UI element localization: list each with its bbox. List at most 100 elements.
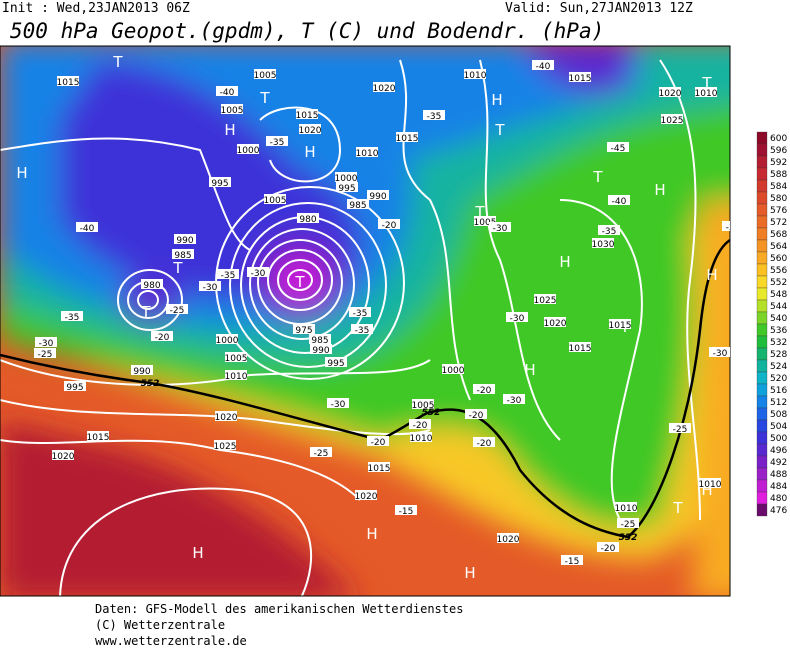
low-marker: T <box>140 303 151 321</box>
isobar-label-box <box>699 478 721 488</box>
temperature-label: -35 <box>726 223 741 233</box>
isobar-label: 995 <box>338 184 355 194</box>
temperature-label-box <box>34 348 56 358</box>
colorbar-swatch <box>756 503 768 517</box>
temperature-label-box <box>216 86 238 96</box>
colorbar-swatch <box>756 287 768 301</box>
isobar-label: 985 <box>174 251 191 261</box>
colorbar-label: 584 <box>770 182 787 192</box>
colorbar-label: 504 <box>770 422 787 432</box>
colorbar-swatch <box>756 251 768 265</box>
contour-label: 552 <box>619 533 638 543</box>
temperature-label: -15 <box>399 507 414 517</box>
colorbar-label: 488 <box>770 470 787 480</box>
high-marker: H <box>654 181 665 199</box>
temperature-label: -35 <box>353 309 368 319</box>
temperature-label-box <box>465 409 487 419</box>
low-marker: T <box>701 74 712 92</box>
isobar-label: 1010 <box>615 504 638 514</box>
low-marker: T <box>172 259 183 277</box>
isobar-label: 1025 <box>534 296 557 306</box>
colorbar-swatch <box>756 467 768 481</box>
temperature-label: -30 <box>203 283 218 293</box>
temperature-label-box <box>217 269 239 279</box>
colorbar-swatch <box>756 263 768 277</box>
colorbar-label: 520 <box>770 374 787 384</box>
temperature-label: -20 <box>477 439 492 449</box>
colorbar-swatch <box>756 299 768 313</box>
isobar-label: 980 <box>143 281 160 291</box>
isobar-label-box <box>659 87 681 97</box>
isobar-label: 1010 <box>695 89 718 99</box>
colorbar-label: 560 <box>770 254 787 264</box>
temperature-label: -40 <box>536 62 551 72</box>
colorbar-swatch <box>756 143 768 157</box>
colorbar-label: 476 <box>770 506 787 516</box>
isobar-label: 1000 <box>237 146 260 156</box>
isobar-label-box <box>325 357 347 367</box>
colorbar-label: 552 <box>770 278 787 288</box>
temperature-label: -35 <box>602 227 617 237</box>
colorbar-label: 568 <box>770 230 787 240</box>
isobar-label: 1000 <box>216 336 239 346</box>
temperature-label: -30 <box>331 400 346 410</box>
isobar-label-box <box>174 234 196 244</box>
isobar-label-box <box>297 213 319 223</box>
map-area <box>0 46 730 596</box>
isobar-label-box <box>695 87 717 97</box>
colorbar-label: 524 <box>770 362 787 372</box>
footer-copyright: (C) Wetterzentrale <box>95 618 225 632</box>
colorbar-label: 580 <box>770 194 787 204</box>
low-marker: T <box>294 273 305 291</box>
isobar-label: 1015 <box>57 78 80 88</box>
isobar-label-box <box>347 199 369 209</box>
temperature-label-box <box>61 311 83 321</box>
isobar-label-box <box>296 109 318 119</box>
temperature-label: -35 <box>221 271 236 281</box>
temperature-label-box <box>506 312 528 322</box>
init-time: Init : Wed,23JAN2013 06Z <box>2 1 190 16</box>
low-marker: T <box>474 203 485 221</box>
isobar-label: 985 <box>349 201 366 211</box>
isobar-label-box <box>355 490 377 500</box>
temperature-label: -25 <box>170 306 185 316</box>
colorbar-swatch <box>756 431 768 445</box>
isobar-label: 1015 <box>569 344 592 354</box>
contour-label: 552 <box>422 408 441 418</box>
isobar-label: 995 <box>211 179 228 189</box>
isobar-label-box <box>141 279 163 289</box>
isobar-label: 1005 <box>254 71 277 81</box>
colorbar-label: 556 <box>770 266 787 276</box>
high-marker: H <box>559 253 570 271</box>
temperature-label: -30 <box>713 349 728 359</box>
isobar-label: 1020 <box>544 319 567 329</box>
high-marker: H <box>491 91 502 109</box>
temperature-label: -15 <box>565 557 580 567</box>
temperature-label-box <box>199 281 221 291</box>
isobar-label: 1020 <box>355 492 378 502</box>
colorbar-label: 540 <box>770 314 787 324</box>
temperature-label-box <box>423 110 445 120</box>
temperature-label: -35 <box>65 313 80 323</box>
temperature-label: -20 <box>477 386 492 396</box>
isobar-label: 1025 <box>661 116 684 126</box>
temperature-label: -40 <box>612 197 627 207</box>
colorbar-swatch <box>756 167 768 181</box>
colorbar-label: 480 <box>770 494 787 504</box>
isobar-label-box <box>309 334 331 344</box>
colorbar-label: 496 <box>770 446 787 456</box>
colorbar-swatch <box>756 395 768 409</box>
colorbar-swatch <box>756 359 768 373</box>
isobar-label: 995 <box>66 383 83 393</box>
temperature-label-box <box>709 347 730 357</box>
isobar-label-box <box>356 147 378 157</box>
isobar-label-box <box>172 249 194 259</box>
isobar-label: 1020 <box>299 126 322 136</box>
isobar-label-box <box>497 533 519 543</box>
temperature-label-box <box>247 267 269 277</box>
isobar-label-box <box>310 344 332 354</box>
isobar-label-box <box>373 82 395 92</box>
temperature-label: -25 <box>621 520 636 530</box>
isobar-label-box <box>534 294 556 304</box>
